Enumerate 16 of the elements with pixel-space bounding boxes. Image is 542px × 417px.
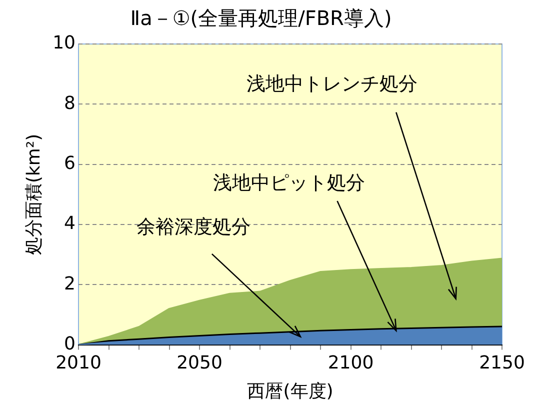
y-axis-title: 処分面積(km²): [23, 134, 44, 256]
x-tick-label: 2100: [328, 352, 374, 374]
text: 浅地中ピット処分: [212, 171, 365, 196]
y-tick-label: 10: [52, 32, 76, 54]
x-axis-title: 西暦(年度): [247, 380, 334, 402]
x-tick-label: 2050: [176, 352, 222, 374]
chart-title: Ⅱa－①(全量再処理/FBR導入): [130, 6, 392, 30]
y-tick-label: 8: [64, 92, 76, 114]
y-tick-label: 2: [64, 273, 76, 294]
x-tick-label: 2150: [479, 352, 525, 374]
x-tick-label: 2010: [56, 352, 102, 374]
y-tick-label: 6: [64, 152, 76, 174]
text: 余裕深度処分: [136, 214, 251, 240]
y-tick-label: 0: [64, 333, 76, 354]
text: 浅地中トレンチ処分: [246, 72, 418, 97]
y-tick-label: 4: [64, 213, 76, 234]
